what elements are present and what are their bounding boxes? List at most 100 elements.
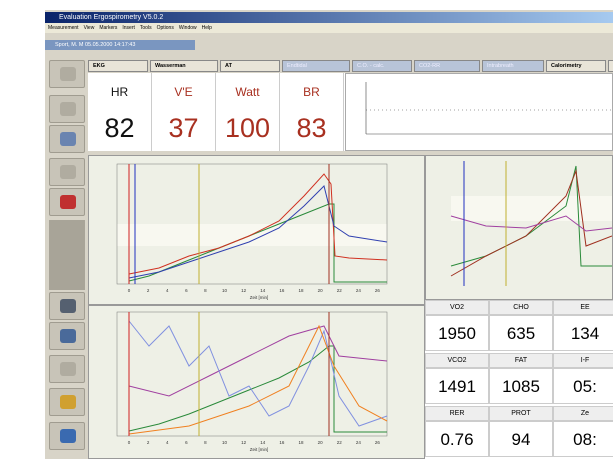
menu-item[interactable]: Tools — [139, 25, 152, 31]
x-tick-label: 14 — [260, 288, 266, 293]
vital-value: 100 — [224, 113, 271, 143]
x-tick-label: 12 — [241, 288, 247, 293]
results-table: VO2 1950 CHO 635 EE 134 VCO2 1491 FAT 1085 I-F 05: R… — [425, 300, 613, 459]
vital-label: V'E — [174, 85, 193, 99]
cell-label: CHO — [489, 300, 553, 315]
x-tick-label: 16 — [279, 440, 285, 445]
x-tick-label: 8 — [204, 288, 207, 293]
tab[interactable]: Wasserman — [150, 60, 218, 72]
x-tick-label: 4 — [166, 288, 169, 293]
title-bar: Evaluation Ergospirometry V5.0.2 — [45, 12, 613, 23]
tool-button[interactable] — [49, 322, 85, 350]
tool-button[interactable] — [49, 125, 85, 153]
cell-value: 1085 — [489, 368, 553, 404]
patient-bar: Sport, M. M 05.05.2000 14:17:43 — [45, 40, 195, 50]
x-tick-label: 26 — [375, 440, 381, 445]
menu-item[interactable]: Measurement — [48, 25, 79, 31]
cell-label: Ze — [553, 406, 613, 421]
tool-button[interactable] — [49, 60, 85, 88]
tool-button[interactable] — [49, 388, 85, 416]
cell-value: 134 — [553, 315, 613, 351]
x-tick-label: 22 — [337, 288, 343, 293]
cell-label: EE — [553, 300, 613, 315]
menu-item[interactable]: View — [83, 25, 95, 31]
x-tick-label: 18 — [298, 288, 304, 293]
tab[interactable]: Endtidal — [282, 60, 350, 72]
x-tick-label: 16 — [279, 288, 285, 293]
cell-label: I-F — [553, 353, 613, 368]
tool-button[interactable] — [49, 292, 85, 320]
vital-cell: BR 83 — [280, 73, 344, 151]
vital-label: HR — [110, 85, 129, 99]
tool-button[interactable] — [49, 422, 85, 450]
x-tick-label: 10 — [222, 288, 228, 293]
x-tick-label: 6 — [185, 440, 188, 445]
x-tick-label: 2 — [147, 288, 150, 293]
cell-value: 0.76 — [425, 421, 489, 457]
toolbar-gap — [49, 220, 85, 290]
cell-label: FAT — [489, 353, 553, 368]
menu-item[interactable]: Options — [156, 25, 174, 31]
app-window: Evaluation Ergospirometry V5.0.2 Measure… — [45, 10, 613, 459]
cell-value: 94 — [489, 421, 553, 457]
x-tick-label: 10 — [222, 440, 228, 445]
tab[interactable]: Calorimetry — [546, 60, 606, 72]
tool-button[interactable] — [49, 158, 85, 186]
vital-cell: V'E 37 — [152, 73, 216, 151]
vitals-panel: HR 82 V'E 37 Watt 100 BR 83 — [88, 73, 345, 151]
x-tick-label: 20 — [318, 288, 324, 293]
x-tick-label: 14 — [260, 440, 266, 445]
tab-strip: EKG Wasserman AT Endtidal C.O. - calc. CO2-RR… — [88, 60, 613, 72]
tab[interactable]: CO2-RR — [414, 60, 480, 72]
vital-value: 82 — [104, 113, 135, 143]
plot-bottom-left: 0 2 4 6 8 10 12 14 16 18 20 22 24 26 Zeit [min] — [88, 305, 425, 459]
x-tick-label: 0 — [128, 288, 131, 293]
tab[interactable]: C.O. - calc. — [352, 60, 412, 72]
cell-value: 05: — [553, 368, 613, 404]
menu-item[interactable]: Help — [201, 25, 212, 31]
x-tick-label: 2 — [147, 440, 150, 445]
vital-cell: HR 82 — [88, 73, 152, 151]
x-tick-label: 6 — [185, 288, 188, 293]
tab[interactable]: AT — [220, 60, 280, 72]
x-tick-label: 18 — [298, 440, 304, 445]
vital-value: 83 — [296, 113, 327, 143]
menu-item[interactable]: Insert — [122, 25, 135, 31]
mini-plot — [365, 82, 612, 135]
mini-chart — [345, 73, 613, 151]
x-tick-label: 24 — [356, 440, 362, 445]
cell-value: 1491 — [425, 368, 489, 404]
cell-label: PROT — [489, 406, 553, 421]
cell-value: 635 — [489, 315, 553, 351]
cell-label: VO2 — [425, 300, 489, 315]
vital-value: 37 — [168, 113, 199, 143]
tab[interactable]: Resp — [608, 60, 613, 72]
x-axis-label: Zeit [min] — [250, 295, 269, 300]
x-tick-label: 12 — [241, 440, 247, 445]
cell-value: 08: — [553, 421, 613, 457]
x-tick-label: 24 — [356, 288, 362, 293]
x-tick-label: 8 — [204, 440, 207, 445]
x-tick-label: 0 — [128, 440, 131, 445]
x-tick-label: 26 — [375, 288, 381, 293]
x-tick-label: 4 — [166, 440, 169, 445]
vital-label: BR — [303, 85, 320, 99]
menu-bar: Measurement View Markers Insert Tools Options… — [45, 23, 613, 33]
vital-label: Watt — [235, 85, 260, 99]
plot-top-right — [425, 155, 613, 300]
x-tick-label: 20 — [318, 440, 324, 445]
x-axis-label: Zeit [min] — [250, 447, 269, 452]
plot-top-left: 0 2 4 6 8 10 12 14 16 18 20 22 24 26 Zeit [min] — [88, 155, 425, 305]
cell-value: 1950 — [425, 315, 489, 351]
tool-button[interactable] — [49, 95, 85, 123]
tool-button[interactable] — [49, 188, 85, 216]
tool-button[interactable] — [49, 355, 85, 383]
menu-item[interactable]: Window — [178, 25, 197, 31]
plot-svg — [450, 161, 613, 286]
tab[interactable]: Intrabreath — [482, 60, 544, 72]
menu-item[interactable]: Markers — [99, 25, 118, 31]
tab[interactable]: EKG — [88, 60, 148, 72]
